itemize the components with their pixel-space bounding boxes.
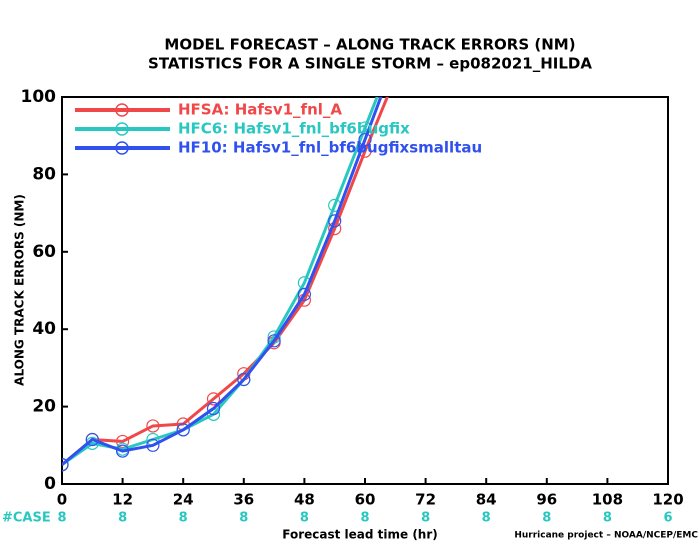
x-tick-label: 120 [652, 491, 683, 509]
x-tick-label: 72 [415, 491, 436, 509]
y-tick-label: 20 [32, 397, 56, 417]
x-tick-label: 60 [355, 491, 376, 509]
point [267, 334, 281, 348]
series-line [62, 97, 389, 466]
y-tick-label: 60 [32, 242, 56, 262]
y-tick-label: 80 [32, 164, 56, 184]
point [115, 444, 130, 458]
case-count: 8 [542, 511, 551, 526]
point [206, 392, 221, 406]
case-count: 8 [179, 511, 188, 526]
chart-title: MODEL FORECAST – ALONG TRACK ERRORS (NM) [164, 36, 575, 54]
case-count: 8 [300, 511, 309, 526]
case-count: 8 [57, 511, 66, 526]
point [146, 438, 160, 452]
legend-marker [115, 103, 129, 117]
case-count: 8 [603, 511, 612, 526]
case-count: 8 [482, 511, 491, 526]
point [146, 419, 160, 433]
x-tick-label: 12 [112, 491, 133, 509]
footer: Hurricane project – NOAA/NCEP/EMC [514, 531, 698, 541]
x-tick-label: 108 [592, 491, 623, 509]
x-tick-label: 96 [536, 491, 557, 509]
point [297, 287, 311, 301]
case-count: 8 [239, 511, 248, 526]
point [389, 72, 401, 84]
point [85, 432, 99, 447]
point [62, 458, 69, 472]
x-tick-label: 36 [233, 491, 254, 509]
x-tick-label: 24 [173, 491, 194, 509]
point [237, 372, 251, 387]
legend-label: HF10: Hafsv1_fnl_bf6bugfixsmalltau [178, 139, 482, 157]
y-tick-label: 100 [21, 87, 57, 107]
case-count: 8 [421, 511, 430, 526]
x-tick-label: 84 [476, 491, 497, 509]
y-axis-label: ALONG TRACK ERRORS (NM) [13, 194, 27, 386]
legend-label: HFSA: Hafsv1_fnl_A [178, 101, 342, 119]
case-count: 8 [118, 511, 127, 526]
y-tick-label: 40 [32, 319, 56, 339]
case-label: #CASE [2, 511, 51, 526]
series-line [62, 97, 383, 466]
point [358, 132, 372, 147]
point [328, 214, 342, 228]
legend-marker [115, 141, 129, 155]
x-tick-label: 0 [57, 491, 67, 509]
y-tick-label: 0 [44, 474, 56, 494]
point [115, 434, 130, 449]
point [206, 401, 221, 416]
chart-subtitle: STATISTICS FOR A SINGLE STORM – ep082021… [148, 55, 592, 73]
case-count: 6 [663, 511, 672, 526]
point [420, 0, 432, 10]
x-tick-label: 48 [294, 491, 315, 509]
point [176, 423, 190, 437]
plot-area [62, 0, 432, 472]
case-count: 8 [360, 511, 369, 526]
legend-marker [115, 122, 129, 136]
x-axis-label: Forecast lead time (hr) [282, 528, 438, 542]
legend-label: HFC6: Hafsv1_fnl_bf6bugfix [178, 120, 410, 138]
